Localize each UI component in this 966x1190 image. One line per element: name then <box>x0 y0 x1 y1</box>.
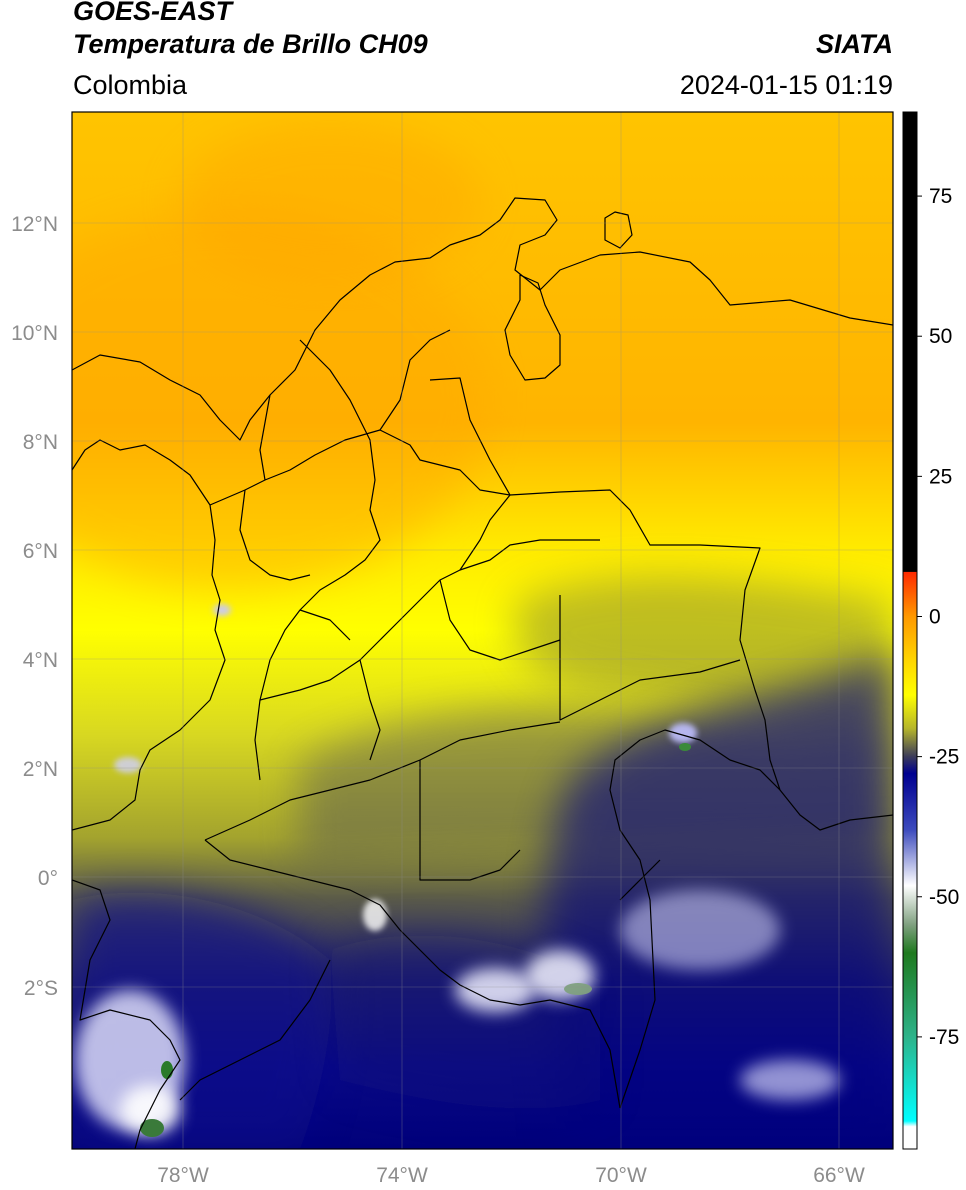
lon-label: 66°W <box>813 1164 865 1187</box>
graticule <box>72 112 893 1149</box>
satellite-title: GOES-EAST <box>73 0 233 26</box>
product-title: Temperatura de Brillo CH09 <box>73 29 428 59</box>
lat-label: 8°N <box>23 431 58 454</box>
lat-label: 4°N <box>23 649 58 672</box>
lon-label: 74°W <box>376 1164 428 1187</box>
map-frame <box>71 111 894 1150</box>
timestamp-label: 2024-01-15 01:19 <box>679 70 893 100</box>
lon-labels: 78°W 74°W 70°W 66°W <box>157 1164 865 1187</box>
lat-label: 10°N <box>11 322 58 345</box>
colorbar-tick-label: -50 <box>929 886 959 909</box>
brightness-temperature-field <box>72 112 893 1149</box>
region-label: Colombia <box>73 70 188 100</box>
coastlines-and-boundaries <box>72 197 893 1149</box>
colorbar-tick-label: 0 <box>929 605 941 628</box>
organization-label: SIATA <box>816 29 893 59</box>
colorbar-tick-label: 25 <box>929 465 952 488</box>
colorbar-tick-label: -75 <box>929 1026 959 1049</box>
colorbar: 75 50 25 0 -25 -50 -75 <box>902 111 959 1150</box>
lon-label: 70°W <box>595 1164 647 1187</box>
colorbar-tick-label: 75 <box>929 185 952 208</box>
lat-label: 12°N <box>11 213 58 236</box>
lat-label: 0° <box>38 867 58 890</box>
lat-label: 2°S <box>24 977 58 1000</box>
colorbar-tick-label: -25 <box>929 746 959 769</box>
colorbar-tick-label: 50 <box>929 325 952 348</box>
lat-label: 6°N <box>23 540 58 563</box>
lat-labels: 12°N 10°N 8°N 6°N 4°N 2°N 0° 2°S <box>11 213 58 1000</box>
lon-label: 78°W <box>157 1164 209 1187</box>
lat-label: 2°N <box>23 758 58 781</box>
colorbar-bar <box>902 111 918 1150</box>
colorbar-ticks: 75 50 25 0 -25 -50 -75 <box>917 185 959 1049</box>
